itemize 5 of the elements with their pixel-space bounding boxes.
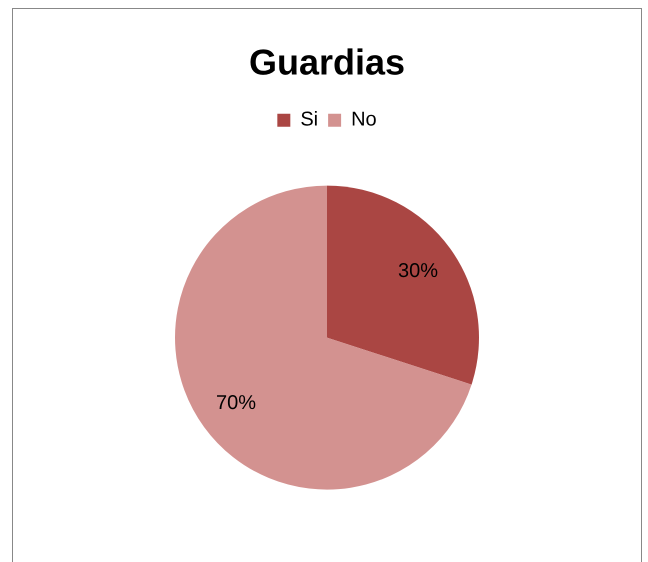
legend-label: No bbox=[351, 108, 377, 131]
data-label: 30% bbox=[398, 260, 438, 282]
chart-title: Guardias bbox=[248, 42, 406, 83]
data-label: 70% bbox=[216, 392, 256, 414]
legend-label: Si bbox=[300, 108, 318, 131]
